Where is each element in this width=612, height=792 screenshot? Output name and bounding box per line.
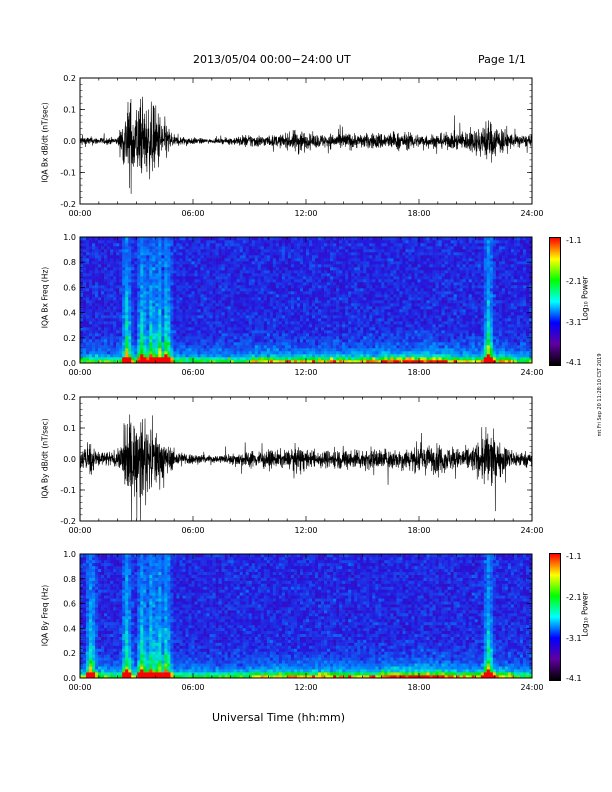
panel4-ytick-label: 0.4 [63, 624, 76, 633]
page-indicator: Page 1/1 [478, 53, 526, 66]
panel2-spectrogram [80, 237, 533, 364]
panel2-xtick-label: 06:00 [181, 368, 204, 377]
panel2-ytick-label: 0.8 [63, 258, 76, 267]
cbar1-tick-2: -2.1 [566, 277, 582, 286]
panel4-ylabel: IQA By Freq (Hz) [40, 584, 50, 647]
cbar2-tick-max: -1.1 [566, 552, 582, 561]
colorbar-1 [549, 237, 561, 366]
cbar1-tick-max: -1.1 [566, 236, 582, 245]
panel2-xtick-label: 24:00 [520, 368, 543, 377]
panel3-ytick-label: 0.1 [63, 424, 76, 433]
cbar1-label: Log₁₀ Power [580, 276, 590, 321]
panel1-ylabel: IQA Bx dB/dt (nT/sec) [40, 102, 50, 183]
panel4-spectrogram [80, 554, 533, 679]
cbar1-tick-min: -4.1 [566, 358, 582, 367]
panel2-xtick-label: 00:00 [68, 368, 91, 377]
panel3-xtick-label: 24:00 [520, 526, 543, 535]
panel4-ytick-label: 0.8 [63, 575, 76, 584]
panel1-xtick-label: 00:00 [68, 209, 91, 218]
panel2-ylabel: IQA Bx Freq (Hz) [40, 266, 50, 329]
panel3-xtick-label: 12:00 [294, 526, 317, 535]
cbar2-label: Log₁₀ Power [580, 592, 590, 637]
panel4-xtick-label: 00:00 [68, 683, 91, 692]
cbar2-tick-3: -3.1 [566, 634, 582, 643]
panel1-xtick-label: 12:00 [294, 209, 317, 218]
panel2-ytick-label: 0.6 [63, 283, 76, 292]
panel1-ytick-label: 0.1 [63, 106, 76, 115]
cbar1-tick-3: -3.1 [566, 318, 582, 327]
panel2-ytick-label: 0.2 [63, 334, 76, 343]
panel3-waveform [79, 414, 533, 522]
panel2-ytick-label: 0.0 [63, 359, 76, 368]
panel3-ylabel: IQA By dB/dt (nT/sec) [40, 418, 50, 499]
panel4-ytick-label: 0.2 [63, 649, 76, 658]
panel4-ytick-label: 1.0 [63, 550, 76, 559]
panel1-xtick-label: 24:00 [520, 209, 543, 218]
cbar2-tick-2: -2.1 [566, 593, 582, 602]
panel2-ytick-label: 0.4 [63, 309, 76, 318]
panel2-ytick-label: 1.0 [63, 233, 76, 242]
panel1-ytick-label: 0.2 [63, 74, 76, 83]
panel4-xtick-label: 18:00 [407, 683, 430, 692]
panel3-ytick-label: 0.0 [63, 455, 76, 464]
panel1-ytick-label: 0.0 [63, 137, 76, 146]
x-axis-label: Universal Time (hh:mm) [212, 711, 345, 724]
panel3-ytick-label: -0.2 [60, 517, 76, 526]
panel3-xtick-label: 06:00 [181, 526, 204, 535]
panel1-xtick-label: 18:00 [407, 209, 430, 218]
panel4-ytick-label: 0.0 [63, 674, 76, 683]
panel3-xtick-label: 00:00 [68, 526, 91, 535]
panel4-ytick-label: 0.6 [63, 600, 76, 609]
panel4-xtick-label: 06:00 [181, 683, 204, 692]
plot-title: 2013/05/04 00:00−24:00 UT [193, 53, 351, 66]
panel4-xtick-label: 12:00 [294, 683, 317, 692]
panel4-xtick-label: 24:00 [520, 683, 543, 692]
panel1-ytick-label: -0.1 [60, 169, 76, 178]
cbar2-tick-min: -4.1 [566, 674, 582, 683]
panel1-ytick-label: -0.2 [60, 200, 76, 209]
panel2-xtick-label: 12:00 [294, 368, 317, 377]
panel3-ytick-label: 0.2 [63, 393, 76, 402]
panel3-ytick-label: -0.1 [60, 486, 76, 495]
panel1-xtick-label: 06:00 [181, 209, 204, 218]
panel2-xtick-label: 18:00 [407, 368, 430, 377]
colorbar-2 [549, 553, 561, 681]
side-stamp: mt Fri Sep 20 11:28:10 CST 2019 [597, 353, 603, 437]
panel1-waveform [79, 96, 533, 194]
panel3-xtick-label: 18:00 [407, 526, 430, 535]
